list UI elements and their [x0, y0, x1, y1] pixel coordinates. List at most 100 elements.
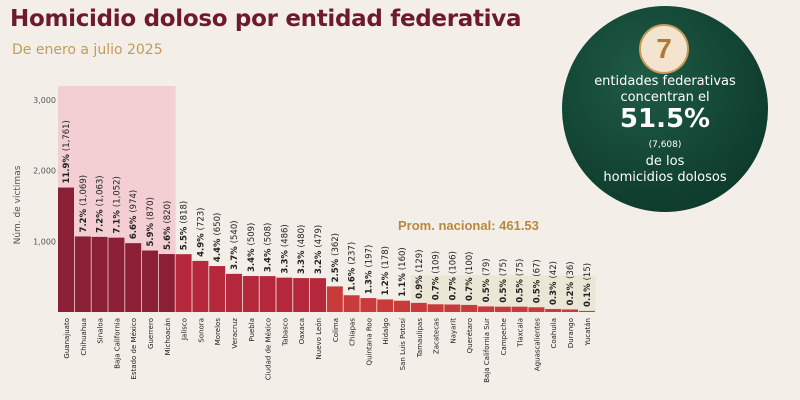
data-label-count: (362): [331, 233, 341, 256]
bar: [175, 254, 192, 312]
bar: [242, 276, 259, 312]
x-tick-label: Nuevo León: [315, 318, 323, 359]
data-label-count: (480): [297, 225, 307, 248]
y-tick-label: 1,000: [33, 237, 56, 246]
x-tick-label: Chihuahua: [80, 318, 88, 356]
data-label-count: (100): [465, 252, 475, 275]
data-label-count: (42): [549, 261, 559, 278]
data-label-count: (160): [398, 247, 408, 270]
data-label: 0.1% (15): [583, 263, 593, 307]
data-label-percent: 3.3%: [297, 248, 307, 275]
data-label-count: (723): [196, 208, 206, 231]
callout-text: entidades federativas concentran el: [562, 74, 768, 106]
x-tick-label: Baja California: [113, 318, 121, 369]
callout-text-bottom: de los homicidios dolosos: [562, 154, 768, 186]
data-label: 0.5% (79): [482, 258, 492, 302]
bar: [125, 243, 142, 312]
y-axis-label: Núm. de víctimas: [13, 165, 23, 244]
data-label-percent: 3.3%: [280, 247, 290, 274]
data-label-count: (870): [146, 197, 156, 220]
data-label: 0.5% (67): [532, 259, 542, 303]
bar: [226, 273, 242, 312]
data-label-count: (974): [129, 190, 139, 213]
data-label: 4.9% (723): [196, 208, 206, 257]
x-tick-label: Michoacán: [164, 318, 172, 355]
data-label-count: (540): [230, 220, 240, 243]
x-tick-label: Sonora: [197, 318, 205, 343]
chart-title: Homicidio doloso por entidad federativa: [10, 6, 522, 32]
bar: [310, 278, 326, 312]
x-tick-label: Durango: [567, 318, 575, 348]
data-label-count: (67): [532, 259, 542, 276]
data-label: 3.4% (509): [247, 223, 257, 272]
data-label-percent: 1.6%: [348, 265, 358, 292]
bar: [74, 236, 91, 312]
y-tick-label: 2,000: [33, 167, 56, 176]
x-tick-label: Oaxaca: [298, 318, 306, 344]
x-tick-label: Guerrero: [147, 318, 155, 349]
bar: [494, 306, 511, 312]
data-label: 0.7% (109): [432, 251, 442, 300]
bar: [108, 237, 125, 312]
x-tick-label: Veracruz: [231, 318, 239, 349]
bar: [276, 277, 293, 312]
bar: [578, 310, 595, 312]
data-label-percent: 7.2%: [79, 206, 89, 233]
callout-line-3: de los: [645, 154, 685, 169]
x-tick-label: Tamaulipas: [416, 318, 424, 359]
data-label-percent: 0.3%: [549, 278, 559, 305]
bar: [562, 309, 578, 312]
x-tick-label: Chiapas: [349, 318, 357, 346]
data-label: 1.3% (197): [364, 245, 374, 294]
x-tick-label: Morelos: [214, 318, 222, 346]
data-label-percent: 5.6%: [163, 224, 173, 251]
x-tick-label: Sinaloa: [97, 318, 105, 344]
data-label: 1.2% (178): [381, 246, 391, 295]
x-tick-label: Guanajuato: [63, 318, 71, 359]
data-label-count: (106): [448, 251, 458, 274]
bar: [461, 304, 478, 312]
bar: [528, 307, 545, 312]
data-label: 11.9% (1,761): [62, 120, 72, 183]
bar: [343, 295, 360, 312]
x-tick-label: Zacatecas: [433, 318, 441, 354]
x-tick-label: Yucatán: [584, 318, 592, 347]
y-tick-label: 3,000: [33, 96, 56, 105]
data-label-count: (36): [566, 261, 576, 278]
data-label: 5.5% (818): [180, 201, 190, 250]
data-label-percent: 1.1%: [398, 270, 408, 297]
data-label-percent: 0.5%: [482, 276, 492, 303]
x-tick-label: Campeche: [500, 318, 508, 355]
data-label: 0.3% (42): [549, 261, 559, 305]
bar: [410, 302, 427, 312]
data-label-count: (818): [180, 201, 190, 224]
data-label-percent: 5.5%: [180, 224, 190, 251]
data-label-percent: 1.2%: [381, 269, 391, 296]
data-label: 3.3% (480): [297, 225, 307, 274]
x-tick-label: Aguascalientes: [533, 318, 541, 371]
bar: [293, 278, 310, 312]
data-label: 3.3% (486): [280, 224, 290, 273]
x-tick-label: Ciudad de México: [265, 318, 273, 380]
x-tick-label: Colima: [332, 318, 340, 342]
data-label: 0.7% (100): [465, 252, 475, 301]
bar: [511, 306, 528, 312]
callout-line-2: concentran el: [620, 90, 710, 105]
data-label: 4.4% (650): [213, 213, 223, 262]
data-label-count: (1,069): [79, 175, 89, 206]
data-label-count: (820): [163, 201, 173, 224]
data-label-percent: 3.4%: [264, 246, 274, 273]
x-tick-label: Querétaro: [466, 318, 474, 353]
bar: [192, 260, 209, 312]
callout-line-4: homicidios dolosos: [603, 170, 727, 185]
data-label-count: (1,052): [112, 176, 122, 207]
bar: [360, 298, 377, 312]
bar: [545, 309, 562, 312]
data-label-percent: 3.4%: [247, 245, 257, 272]
entity-count-badge: 7: [639, 24, 689, 74]
data-label-count: (75): [516, 259, 526, 276]
data-label: 3.2% (479): [314, 225, 324, 274]
data-label-count: (650): [213, 213, 223, 236]
x-tick-label: Jalisco: [181, 318, 189, 341]
